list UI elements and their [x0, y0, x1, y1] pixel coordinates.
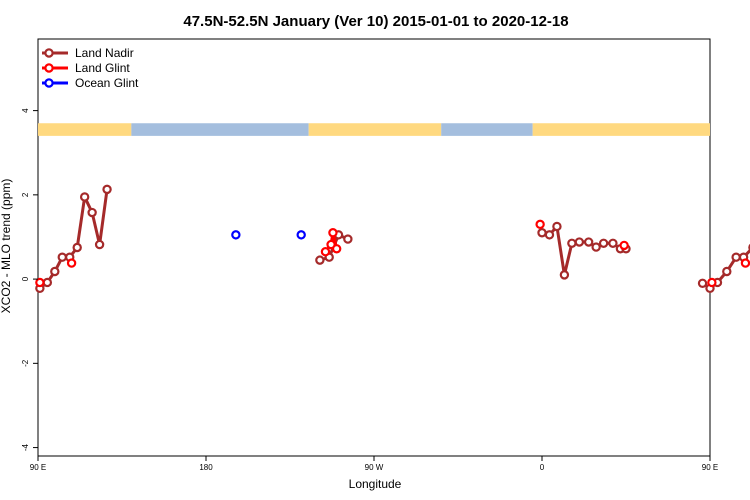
- data-point: [102, 184, 112, 195]
- legend-item: Ocean Glint: [42, 76, 139, 90]
- chart-title: 47.5N-52.5N January (Ver 10) 2015-01-01 …: [183, 13, 568, 30]
- data-point: [591, 242, 601, 252]
- x-tick-label: 90 W: [365, 463, 384, 472]
- land-ocean-strip: [38, 123, 710, 136]
- data-point: [231, 230, 241, 240]
- data-point: [94, 239, 105, 250]
- data-point: [343, 234, 353, 244]
- data-point: [619, 240, 629, 251]
- data-point: [722, 266, 732, 277]
- legend-item: Land Nadir: [42, 46, 134, 60]
- data-point: [707, 277, 717, 288]
- data-point: [42, 277, 53, 288]
- data-point: [574, 237, 585, 247]
- data-point: [559, 270, 570, 280]
- legend-marker: [44, 78, 54, 88]
- plot-frame: [37, 38, 711, 457]
- x-tick-label: 90 E: [30, 463, 46, 472]
- series-ocean-glint: [231, 230, 306, 240]
- legend-marker: [44, 48, 54, 58]
- series-land-nadir: [35, 184, 750, 294]
- x-tick-label: 180: [199, 463, 213, 472]
- y-tick-label: -4: [21, 443, 30, 451]
- data-point: [328, 228, 338, 238]
- series-line: [38, 189, 109, 290]
- data-point: [537, 228, 547, 238]
- data-point: [731, 252, 741, 262]
- legend-item: Land Glint: [42, 61, 130, 75]
- data-point: [50, 266, 60, 277]
- y-tick-label: -2: [21, 359, 30, 367]
- series-layer: [35, 184, 750, 294]
- data-point: [697, 278, 708, 289]
- data-point: [57, 252, 67, 262]
- series-land-glint: [35, 219, 750, 288]
- land-strip-segment: [532, 123, 710, 136]
- ocean-strip-segment: [131, 123, 309, 136]
- data-point: [567, 238, 577, 248]
- legend-label: Land Nadir: [75, 46, 134, 60]
- y-tick-label: 2: [21, 192, 30, 197]
- data-point: [72, 242, 82, 253]
- series-line: [541, 224, 626, 277]
- data-point: [35, 277, 45, 288]
- data-point: [583, 237, 594, 247]
- data-point: [535, 219, 545, 230]
- data-point: [87, 207, 97, 218]
- x-tick-label: 90 E: [702, 463, 718, 472]
- land-strip-segment: [308, 123, 442, 136]
- data-point: [320, 247, 331, 257]
- legend-marker: [44, 63, 54, 73]
- data-point: [544, 230, 555, 240]
- land-strip-segment: [38, 123, 132, 136]
- y-tick-label: 4: [21, 108, 30, 113]
- data-point: [552, 221, 562, 232]
- y-tick-label: 0: [21, 276, 30, 281]
- y-axis-label: XCO2 - MLO trend (ppm): [0, 179, 13, 314]
- ocean-strip-segment: [441, 123, 533, 136]
- x-tick-label: 0: [540, 463, 545, 472]
- data-point: [79, 192, 90, 202]
- data-point: [598, 238, 609, 248]
- data-point: [331, 244, 342, 254]
- y-axis: -4 -2 0 2 4: [21, 108, 38, 451]
- data-point: [740, 258, 750, 268]
- x-axis: 90 E 180 90 W 0 90 E: [30, 456, 718, 472]
- data-point: [608, 238, 618, 248]
- data-point: [296, 230, 306, 240]
- legend-label: Ocean Glint: [75, 76, 139, 90]
- legend-label: Land Glint: [75, 61, 130, 75]
- data-point: [66, 258, 77, 268]
- data-point: [315, 255, 325, 265]
- x-axis-label: Longitude: [349, 477, 402, 491]
